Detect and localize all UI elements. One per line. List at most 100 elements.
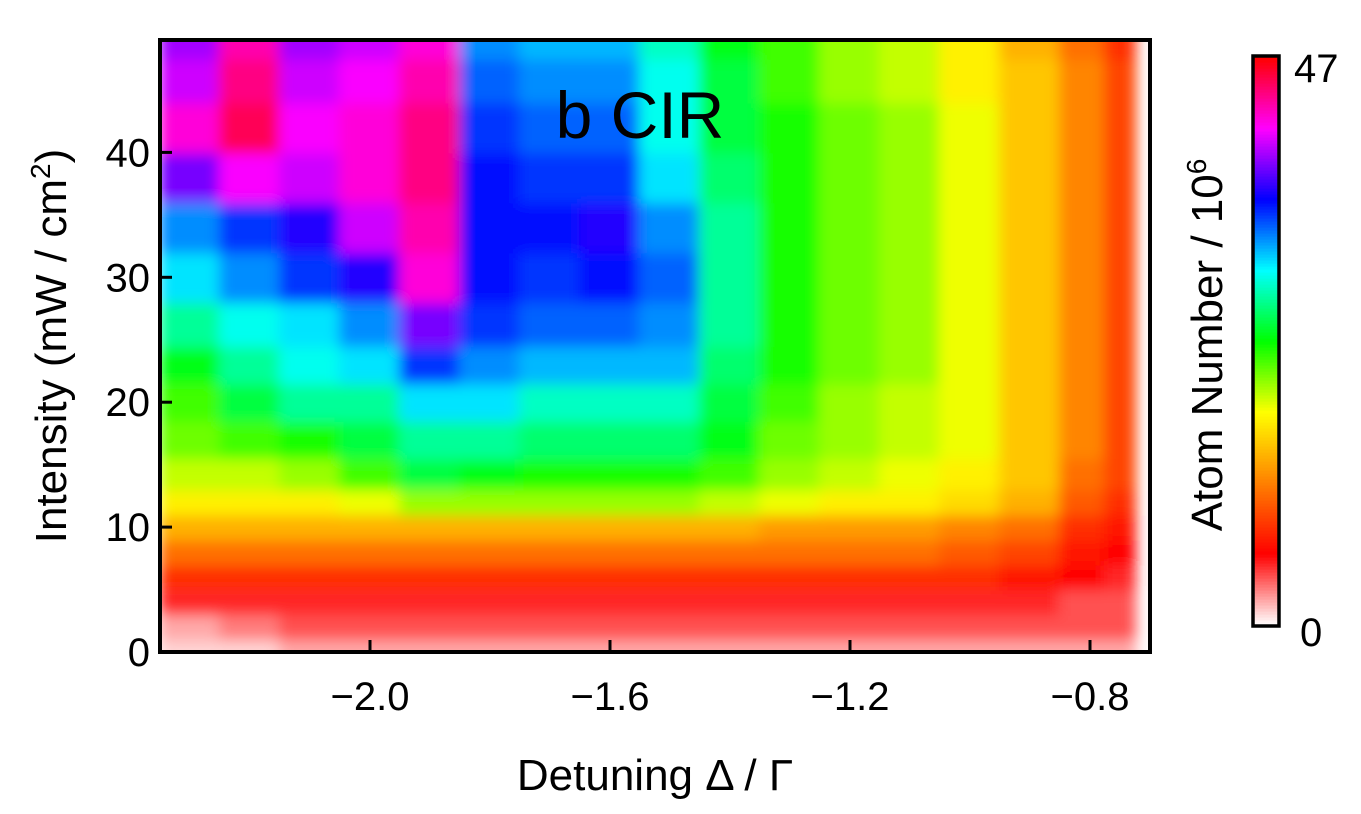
heatmap-cell — [579, 419, 641, 460]
heatmap-cell — [759, 488, 821, 516]
heatmap-cell — [939, 457, 1001, 491]
colorbar-segment — [1253, 611, 1279, 615]
colorbar-segment — [1253, 392, 1279, 396]
colorbar-segment — [1253, 584, 1279, 588]
heatmap-cell — [999, 513, 1061, 541]
colorbar-segment — [1253, 68, 1279, 72]
colorbar-segment — [1253, 251, 1279, 255]
colorbar-segment — [1253, 488, 1279, 492]
heatmap-cell — [579, 301, 641, 347]
heatmap-cell — [879, 57, 941, 104]
heatmap-cell — [999, 301, 1061, 347]
colorbar-segment — [1253, 176, 1279, 180]
colorbar-segment — [1253, 377, 1279, 381]
heatmap-cell — [279, 251, 341, 304]
colorbar-segment — [1253, 575, 1279, 579]
colorbar-segment — [1253, 602, 1279, 606]
heatmap-cell — [1059, 538, 1106, 566]
heatmap-cell — [219, 40, 281, 60]
heatmap-cell — [819, 419, 881, 460]
heatmap-cell — [1059, 563, 1106, 591]
colorbar-segment — [1253, 140, 1279, 144]
heatmap-cell — [1059, 40, 1106, 60]
x-ticks: −2.0 −1.6 −1.2 −0.8 — [331, 640, 1129, 719]
colorbar-segment — [1253, 491, 1279, 495]
heatmap-cell — [639, 301, 701, 347]
heatmap-cell — [639, 101, 701, 154]
colorbar-segment — [1253, 473, 1279, 477]
heatmap-cell — [1059, 638, 1106, 652]
heatmap-cell — [219, 57, 281, 104]
colorbar-segment — [1253, 137, 1279, 141]
heatmap-cell — [879, 301, 941, 347]
heatmap-cell — [519, 563, 581, 591]
heatmap-cell — [519, 457, 581, 491]
colorbar-segment — [1253, 113, 1279, 117]
heatmap-cell — [160, 201, 221, 254]
heatmap-cell — [519, 382, 581, 422]
colorbar-segment — [1253, 290, 1279, 294]
heatmap-cell — [160, 638, 221, 652]
heatmap-cell — [699, 40, 761, 60]
colorbar-segment — [1253, 92, 1279, 96]
heatmap-cell — [579, 488, 641, 516]
colorbar-segment — [1253, 359, 1279, 363]
heatmap-cell — [1104, 419, 1136, 460]
heatmap-cell — [219, 457, 281, 491]
colorbar-segment — [1253, 77, 1279, 81]
chart-title: b CIR — [556, 78, 725, 152]
heatmap-cell — [819, 201, 881, 254]
heatmap-cell — [459, 613, 521, 641]
colorbar-segment — [1253, 605, 1279, 609]
colorbar-segment — [1253, 104, 1279, 108]
heatmap-cell — [399, 588, 461, 616]
colorbar-segment — [1253, 506, 1279, 510]
heatmap-cell — [939, 101, 1001, 154]
colorbar-segment — [1253, 461, 1279, 465]
heatmap-cell — [999, 40, 1061, 60]
colorbar-segment — [1253, 155, 1279, 159]
colorbar-segment — [1253, 431, 1279, 435]
colorbar-segment — [1253, 131, 1279, 135]
heatmap-cell — [999, 638, 1061, 652]
heatmap-cell — [339, 382, 401, 422]
heatmap-cell — [279, 382, 341, 422]
heatmap-cell — [519, 419, 581, 460]
colorbar-segment — [1253, 338, 1279, 342]
heatmap-cell — [939, 251, 1001, 304]
heatmap-cell — [399, 538, 461, 566]
colorbar-segment — [1253, 413, 1279, 417]
heatmap-cell — [519, 588, 581, 616]
colorbar-segment — [1253, 593, 1279, 597]
heatmap-cell — [639, 40, 701, 60]
heatmap-cell — [219, 513, 281, 541]
heatmap-cell — [519, 101, 581, 154]
heatmap-cell — [819, 457, 881, 491]
heatmap-cell — [879, 538, 941, 566]
heatmap-cell — [339, 588, 401, 616]
y-tick-label: 0 — [128, 631, 150, 675]
colorbar-segment — [1253, 509, 1279, 513]
heatmap-cell — [639, 538, 701, 566]
colorbar-segment — [1253, 344, 1279, 348]
colorbar-segment — [1253, 515, 1279, 519]
colorbar-segment — [1253, 161, 1279, 165]
heatmap-cell — [999, 538, 1061, 566]
colorbar-segment — [1253, 323, 1279, 327]
colorbar-segment — [1253, 203, 1279, 207]
heatmap-cell — [459, 101, 521, 154]
heatmap-cell — [699, 345, 761, 385]
heatmap-cell — [459, 488, 521, 516]
heatmap-cell — [339, 345, 401, 385]
heatmap-cell — [519, 301, 581, 347]
heatmap-cell — [279, 488, 341, 516]
heatmap-cell — [879, 419, 941, 460]
colorbar-segment — [1253, 566, 1279, 570]
heatmap-cell — [1059, 613, 1106, 641]
colorbar-segment — [1253, 248, 1279, 252]
colorbar-segment — [1253, 272, 1279, 276]
colorbar-segment — [1253, 548, 1279, 552]
colorbar-segment — [1253, 89, 1279, 93]
heatmap-cell — [939, 201, 1001, 254]
heatmap-cell — [1059, 457, 1106, 491]
